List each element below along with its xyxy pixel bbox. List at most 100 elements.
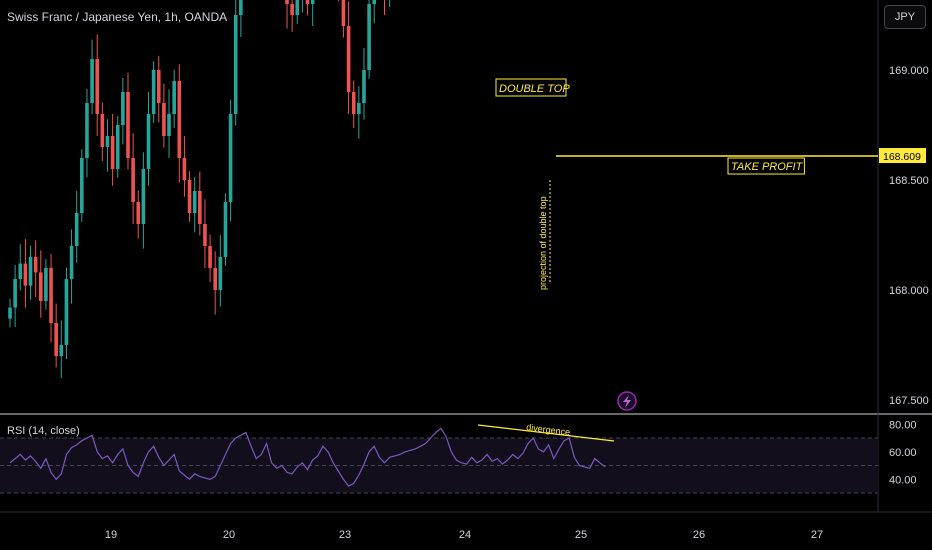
candle <box>162 83 166 148</box>
candle <box>69 229 74 304</box>
candle <box>167 89 171 158</box>
candle-body <box>95 59 100 114</box>
candle <box>295 0 300 24</box>
candle <box>136 190 141 239</box>
price-tick-label: 169.000 <box>889 65 929 77</box>
candle <box>383 0 385 15</box>
candle <box>228 99 233 222</box>
candle-body <box>80 158 84 213</box>
candle <box>38 250 43 318</box>
candle-body <box>223 202 228 257</box>
candle <box>13 264 17 327</box>
candle <box>346 1 351 114</box>
time-tick-label: 19 <box>105 529 117 541</box>
candle <box>233 0 238 126</box>
take-profit-label: TAKE PROFIT <box>731 161 804 173</box>
rsi-line <box>9 427 606 487</box>
candle-body <box>228 114 233 202</box>
rsi-band <box>0 438 878 493</box>
candle <box>126 72 130 170</box>
candle-body <box>136 202 141 224</box>
take-profit-price-tag-bg <box>879 148 926 164</box>
candle-body <box>187 180 192 213</box>
candle <box>23 238 28 308</box>
candle-body <box>131 158 135 202</box>
time-tick-label: 27 <box>811 529 823 541</box>
candle <box>341 0 346 38</box>
candle <box>389 0 391 8</box>
currency-button[interactable]: JPY <box>884 5 926 29</box>
rsi-tick-label: 80.00 <box>889 419 917 431</box>
candle-body <box>172 81 176 114</box>
candle-body <box>167 114 171 136</box>
candle-body <box>64 279 69 345</box>
candle <box>131 133 135 224</box>
candle-body <box>208 246 212 268</box>
candle <box>59 320 64 378</box>
candle-body <box>177 81 182 158</box>
candle <box>141 152 146 249</box>
candle <box>239 0 243 37</box>
price-tick-label: 168.500 <box>889 175 929 187</box>
candle-body <box>28 257 33 286</box>
candle <box>44 259 48 310</box>
candle-body <box>18 263 23 279</box>
candle <box>285 0 289 29</box>
candle-body <box>162 103 166 136</box>
candle-body <box>367 4 371 70</box>
projection-label: projection of double top <box>538 196 548 290</box>
candle <box>187 171 192 222</box>
candle <box>305 0 310 16</box>
rsi-tick-label: 60.00 <box>889 447 917 459</box>
price-axis: 167.500168.000168.500169.000169.500170.0… <box>889 65 929 407</box>
candle <box>121 77 125 145</box>
candle-body <box>372 0 377 4</box>
candle <box>95 34 100 136</box>
candle <box>218 235 223 307</box>
candle <box>146 92 151 186</box>
lightning-glyph <box>623 395 631 408</box>
candle <box>362 48 366 120</box>
candle-body <box>110 136 115 169</box>
candle-body <box>8 307 12 319</box>
price-grid <box>0 0 932 513</box>
candle-body <box>203 224 207 246</box>
candle <box>213 251 217 315</box>
candle-body <box>182 158 187 180</box>
annotations: DOUBLE TOP projection of double top <box>495 78 637 411</box>
candle <box>90 39 94 115</box>
candle <box>337 0 339 2</box>
candle <box>203 199 207 268</box>
take-profit-price-label: 168.609 <box>883 151 921 163</box>
candle-body <box>357 103 361 114</box>
candle <box>290 0 294 32</box>
candle <box>151 61 156 123</box>
rsi-label: RSI (14, close) <box>7 425 80 437</box>
price-levels: CHFJPY169.88920:43170.577STOP LOSS169.60… <box>556 148 926 175</box>
candle-body <box>295 0 300 15</box>
candle-body <box>13 279 17 308</box>
candle <box>85 88 89 178</box>
time-tick-label: 24 <box>459 529 471 541</box>
price-tick-label: 167.500 <box>889 395 929 407</box>
candle <box>54 303 58 368</box>
chart-title: Swiss Franc / Japanese Yen, 1h, OANDA <box>7 10 228 24</box>
candle-body <box>115 125 120 169</box>
candle-body <box>156 70 161 103</box>
candle <box>357 86 361 139</box>
candle <box>115 116 120 178</box>
candle-body <box>213 268 217 290</box>
candle-body <box>305 0 310 4</box>
candle <box>198 171 202 236</box>
candle-body <box>44 268 48 301</box>
candle-body <box>69 246 74 279</box>
candle <box>110 114 115 186</box>
candle-body <box>90 59 94 103</box>
double-top-label: DOUBLE TOP <box>499 83 570 95</box>
candle <box>28 245 33 300</box>
candle <box>351 80 356 129</box>
candle-body <box>239 0 243 15</box>
time-tick-label: 20 <box>223 529 235 541</box>
candle-body <box>141 169 146 224</box>
